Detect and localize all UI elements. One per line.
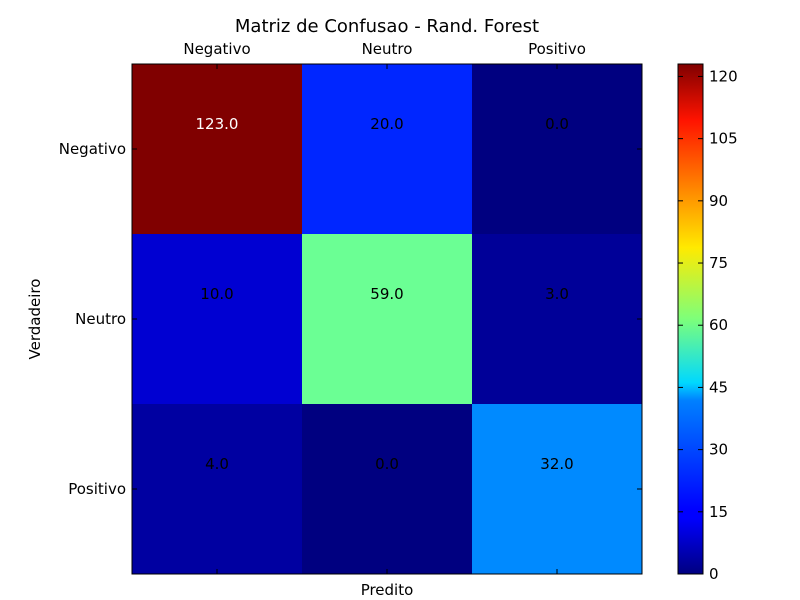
- colorbar-ticks: 0 15 30 45 60 75 90 105 120: [678, 67, 738, 583]
- cell-value-label: 3.0: [545, 285, 569, 303]
- heatmap-cells: [132, 64, 643, 575]
- colorbar: [677, 63, 704, 575]
- y-tick-label: Neutro: [75, 310, 126, 328]
- cell-value-label: 0.0: [375, 455, 399, 473]
- heatmap-cell: [302, 64, 473, 235]
- colorbar-tick-label: 105: [709, 130, 738, 148]
- cell-value-label: 10.0: [200, 285, 233, 303]
- colorbar-tick-label: 90: [709, 192, 728, 210]
- y-tick-label: Negativo: [59, 140, 126, 158]
- colorbar-tick-label: 45: [709, 378, 728, 396]
- heatmap-cell: [132, 234, 303, 405]
- heatmap-cell: [132, 404, 303, 575]
- cell-value-label: 32.0: [540, 455, 573, 473]
- x-tick-labels: Negativo Neutro Positivo: [183, 40, 586, 574]
- colorbar-tick-label: 30: [709, 441, 728, 459]
- colorbar-tick-label: 75: [709, 254, 728, 272]
- x-tick-label: Positivo: [528, 40, 586, 58]
- cell-value-label: 20.0: [370, 115, 403, 133]
- colorbar-tick-label: 0: [709, 565, 719, 583]
- colorbar-tick-label: 120: [709, 67, 738, 85]
- cell-value-label: 0.0: [545, 115, 569, 133]
- colorbar-tick-label: 60: [709, 316, 728, 334]
- cell-value-label: 59.0: [370, 285, 403, 303]
- heatmap-cell: [472, 64, 643, 235]
- cell-value-label: 4.0: [205, 455, 229, 473]
- heatmap-cell: [472, 234, 643, 405]
- heatmap-cell: [302, 234, 473, 405]
- y-tick-labels: Negativo Neutro Positivo: [59, 140, 642, 498]
- heatmap-cell: [472, 404, 643, 575]
- heatmap-cell: [132, 64, 303, 235]
- y-tick-label: Positivo: [68, 480, 126, 498]
- x-tick-label: Negativo: [183, 40, 250, 58]
- colorbar-tick-label: 15: [709, 503, 728, 521]
- y-axis-label: Verdadeiro: [26, 279, 44, 360]
- chart-title: Matriz de Confusao - Rand. Forest: [235, 16, 539, 37]
- x-axis-label: Predito: [361, 581, 414, 599]
- x-tick-label: Neutro: [362, 40, 413, 58]
- heatmap-cell-labels: 123.0 20.0 0.0 10.0 59.0 3.0 4.0 0.0 32.0: [196, 115, 574, 473]
- heatmap-cell: [302, 404, 473, 575]
- cell-value-label: 123.0: [196, 115, 239, 133]
